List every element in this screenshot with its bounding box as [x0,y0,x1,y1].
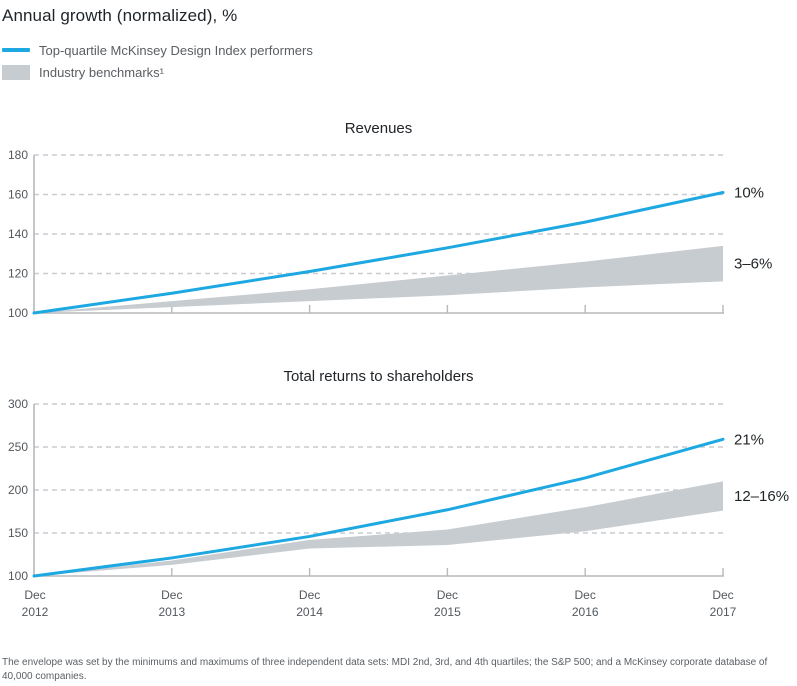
x-axis-label-year: 2016 [572,605,599,619]
x-axis-label-month: Dec [161,588,182,602]
legend-item-industry-benchmarks: Industry benchmarks¹ [2,64,313,80]
legend: Top-quartile McKinsey Design Index perfo… [2,42,313,86]
x-axis-label-year: 2017 [710,605,737,619]
gray-band-swatch-icon [2,64,30,80]
legend-label-industry-benchmarks: Industry benchmarks¹ [39,64,164,80]
line-end-label: 21% [734,431,764,448]
chart-title-revenues: Revenues [344,120,413,137]
y-axis-tick-label: 120 [8,267,28,281]
x-axis-label-year: 2012 [22,605,49,619]
y-axis-tick-label: 100 [8,569,28,583]
y-axis-tick-label: 200 [8,483,28,497]
x-axis-label-month: Dec [437,588,458,602]
chart-title-total-returns: Total returns to shareholders [283,368,474,385]
y-axis-tick-label: 180 [8,148,28,162]
y-axis-tick-label: 150 [8,526,28,540]
x-axis-label-year: 2015 [434,605,461,619]
top-quartile-line [32,437,725,578]
legend-label-top-quartile: Top-quartile McKinsey Design Index perfo… [39,42,313,58]
industry-benchmark-band [34,245,723,313]
x-axis-label-month: Dec [24,588,45,602]
y-axis-tick-label: 160 [8,188,28,202]
x-axis-label-month: Dec [712,588,733,602]
y-axis-tick-label: 300 [8,397,28,411]
x-axis-label-year: 2013 [158,605,185,619]
industry-benchmark-band [34,481,723,576]
top-quartile-line [32,191,725,315]
band-end-label: 3–6% [734,256,772,273]
legend-item-top-quartile: Top-quartile McKinsey Design Index perfo… [2,42,313,58]
band-end-label: 12–16% [734,488,789,505]
blue-line-swatch-icon [2,48,30,52]
revenues-chart: 100 120 140 160 180 3–6% 10% [8,148,772,320]
total-returns-chart: 100 150 200 250 300 12–16% 21% Dec 2012 Dec 2013 De… [8,397,789,619]
x-axis-label-month: Dec [299,588,320,602]
line-end-label: 10% [734,185,764,202]
page-title: Annual growth (normalized), % [2,6,238,25]
x-axis-label-month: Dec [575,588,596,602]
footnote: The envelope was set by the minimums and… [2,657,768,682]
y-axis-tick-label: 100 [8,306,28,320]
y-axis-tick-label: 140 [8,227,28,241]
y-axis-tick-label: 250 [8,440,28,454]
x-axis-label-year: 2014 [296,605,323,619]
